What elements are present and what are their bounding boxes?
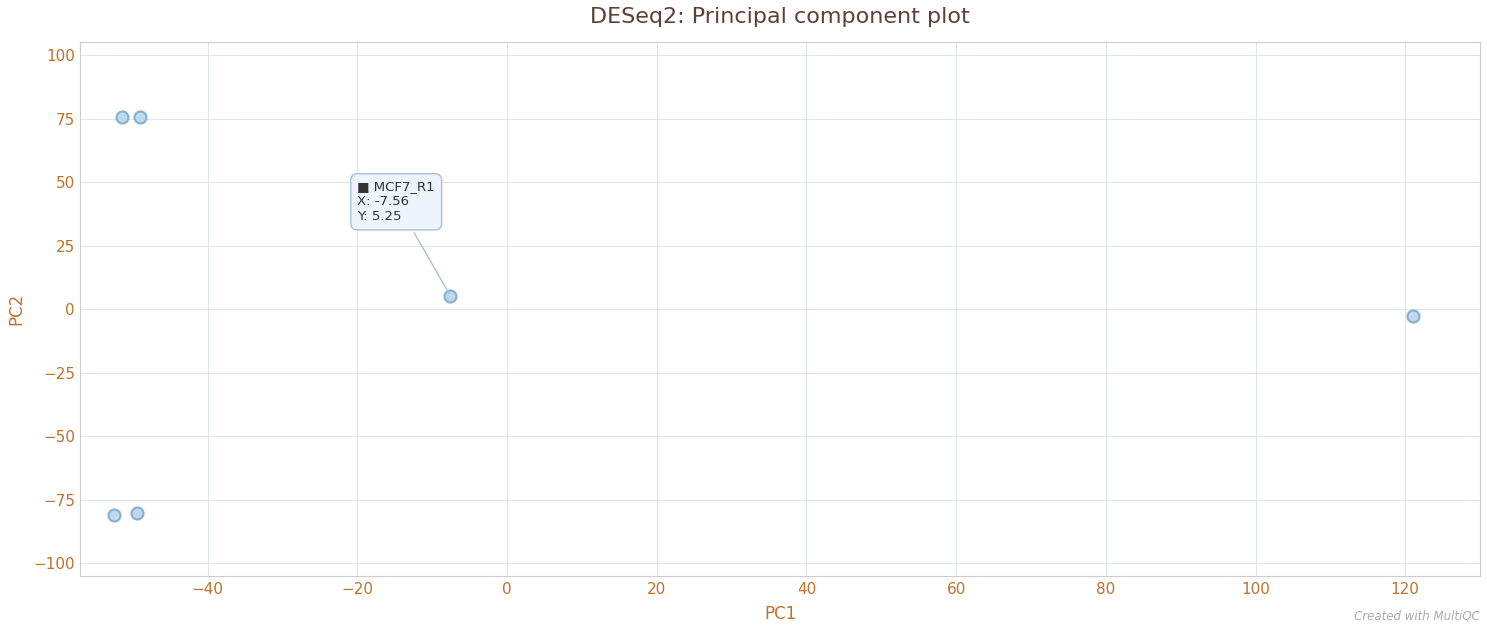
Point [439,291,462,301]
Text: Created with MultiQC: Created with MultiQC [1353,609,1480,622]
Point [1401,311,1425,321]
Point [110,112,134,122]
Point [125,508,149,518]
Text: ■ MCF7_R1
X: -7.56
Y: 5.25: ■ MCF7_R1 X: -7.56 Y: 5.25 [357,180,449,294]
Y-axis label: PC2: PC2 [7,293,25,326]
Point [103,510,126,520]
Title: DESeq2: Principal component plot: DESeq2: Principal component plot [590,7,970,27]
Point [128,112,152,122]
X-axis label: PC1: PC1 [764,605,797,623]
